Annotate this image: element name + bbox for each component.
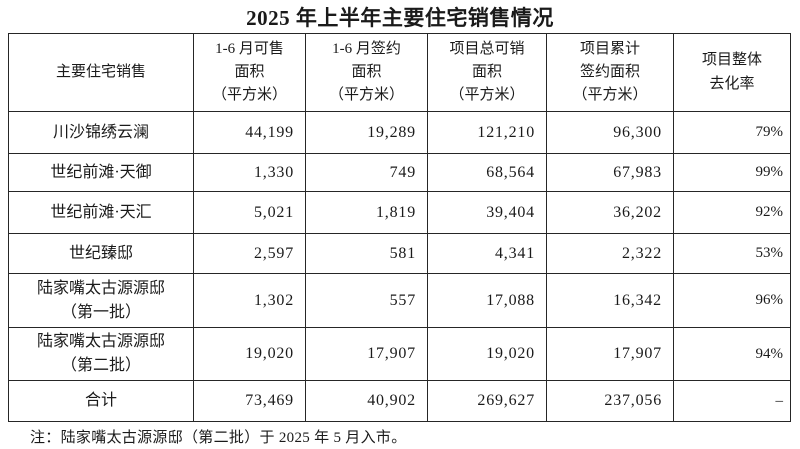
cell-cumulative-signed-area: 36,202 [546,191,674,234]
cell-total-sellable-area: 121,210 [427,111,547,154]
table-row: 川沙锦绣云澜 44,199 19,289 121,210 96,300 79% [8,111,791,154]
table-row: 世纪前滩·天御 1,330 749 68,564 67,983 99% [8,153,791,192]
cell-project-name: 世纪臻邸 [8,233,194,274]
cell-absorption-rate: 79% [673,111,791,154]
cell-absorption-rate: 94% [673,327,791,381]
cell-project-name: 陆家嘴太古源源邸 （第一批） [8,273,194,328]
cell-absorption-rate: 99% [673,153,791,192]
cell-total-sellable-area: 4,341 [427,233,547,274]
cell-signed-area: 1,819 [305,191,428,234]
table-total-row: 合计 73,469 40,902 269,627 237,056 – [8,380,791,422]
cell-signed-area: 17,907 [305,327,428,381]
cell-cumulative-signed-area: 237,056 [546,380,674,422]
cell-cumulative-signed-area: 2,322 [546,233,674,274]
header-absorption-rate: 项目整体 去化率 [673,33,791,112]
cell-signed-area: 557 [305,273,428,328]
cell-total-sellable-area: 39,404 [427,191,547,234]
table-row: 陆家嘴太古源源邸 （第二批） 19,020 17,907 19,020 17,9… [8,327,791,381]
cell-project-name: 世纪前滩·天汇 [8,191,194,234]
table-header-row: 主要住宅销售 1-6 月可售 面积 （平方米） 1-6 月签约 面积 （平方米）… [8,33,791,112]
cell-cumulative-signed-area: 17,907 [546,327,674,381]
table-row: 世纪臻邸 2,597 581 4,341 2,322 53% [8,233,791,274]
cell-total-sellable-area: 17,088 [427,273,547,328]
header-signed-area: 1-6 月签约 面积 （平方米） [305,33,428,112]
cell-cumulative-signed-area: 96,300 [546,111,674,154]
cell-cumulative-signed-area: 16,342 [546,273,674,328]
cell-project-name: 世纪前滩·天御 [8,153,194,192]
cell-signed-area: 581 [305,233,428,274]
cell-absorption-rate: – [673,380,791,422]
cell-total-sellable-area: 68,564 [427,153,547,192]
cell-project-name: 川沙锦绣云澜 [8,111,194,154]
cell-signed-area: 19,289 [305,111,428,154]
cell-total-sellable-area: 269,627 [427,380,547,422]
header-project-name: 主要住宅销售 [8,33,194,112]
cell-signed-area: 749 [305,153,428,192]
header-available-area: 1-6 月可售 面积 （平方米） [193,33,306,112]
cell-available-area: 19,020 [193,327,306,381]
header-cumulative-signed-area: 项目累计 签约面积 （平方米） [546,33,674,112]
cell-signed-area: 40,902 [305,380,428,422]
cell-available-area: 44,199 [193,111,306,154]
cell-available-area: 5,021 [193,191,306,234]
cell-available-area: 73,469 [193,380,306,422]
cell-absorption-rate: 96% [673,273,791,328]
cell-cumulative-signed-area: 67,983 [546,153,674,192]
table-row: 世纪前滩·天汇 5,021 1,819 39,404 36,202 92% [8,191,791,234]
table-row: 陆家嘴太古源源邸 （第一批） 1,302 557 17,088 16,342 9… [8,273,791,328]
cell-available-area: 1,302 [193,273,306,328]
cell-available-area: 2,597 [193,233,306,274]
page-title: 2025 年上半年主要住宅销售情况 [246,6,554,30]
cell-total-sellable-area: 19,020 [427,327,547,381]
cell-absorption-rate: 53% [673,233,791,274]
footnote: 注：陆家嘴太古源源邸（第二批）于 2025 年 5 月入市。 [30,430,407,446]
cell-project-name: 陆家嘴太古源源邸 （第二批） [8,327,194,381]
cell-absorption-rate: 92% [673,191,791,234]
residential-sales-table: 主要住宅销售 1-6 月可售 面积 （平方米） 1-6 月签约 面积 （平方米）… [8,33,791,422]
cell-total-label: 合计 [8,380,194,422]
cell-available-area: 1,330 [193,153,306,192]
header-total-sellable-area: 项目总可销 面积 （平方米） [427,33,547,112]
